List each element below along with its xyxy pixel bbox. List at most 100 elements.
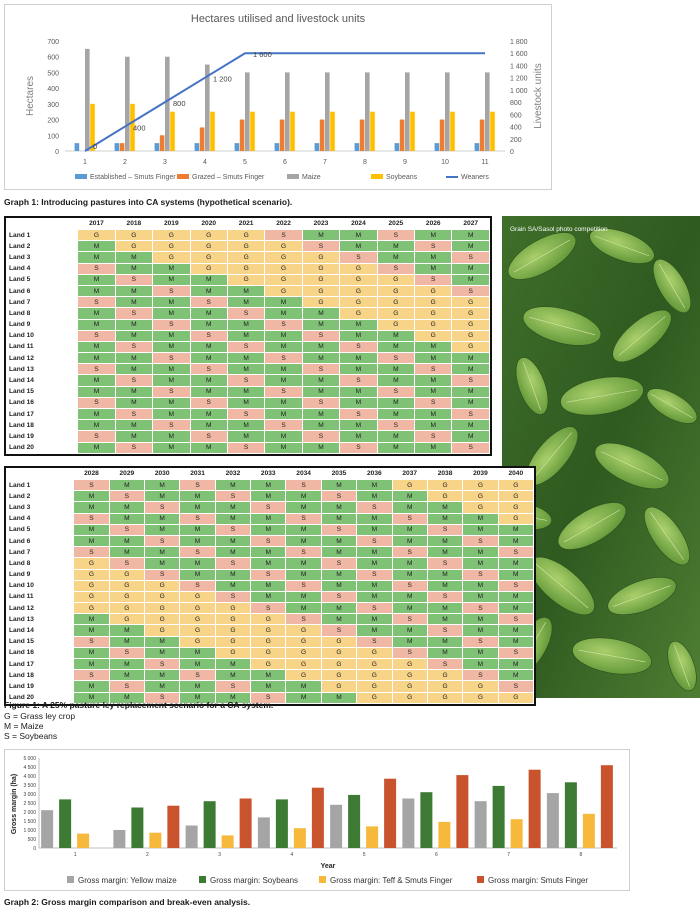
crop-cell: S xyxy=(356,534,393,548)
crop-cell: S xyxy=(356,501,393,514)
crop-cell: G xyxy=(214,646,252,660)
crop-cell: M xyxy=(179,534,216,548)
leaf-vein xyxy=(532,432,572,480)
crop-cell: M xyxy=(414,262,453,275)
crop-cell: M xyxy=(376,340,416,354)
year-header: 2036 xyxy=(356,468,393,480)
crop-cell: G xyxy=(391,680,428,693)
crop-cell: G xyxy=(414,307,453,320)
crop-cell: G xyxy=(285,669,322,682)
crop-cell: G xyxy=(391,669,428,682)
crop-cell: M xyxy=(152,407,191,421)
table-row: Land 19 S M M S M M S M M S M xyxy=(5,430,490,443)
crop-cell: M xyxy=(250,512,287,525)
graph1-frame: Hectares utilised and livestock units 0 10… xyxy=(4,4,552,190)
land-label: Land 19 xyxy=(5,430,79,443)
crop-cell: M xyxy=(285,557,322,570)
year-header: 2024 xyxy=(339,218,378,230)
figure1-caption: Figure 1: A 25% pasture ley replacement … xyxy=(4,700,274,710)
crop-cell: G xyxy=(179,590,216,604)
year-header: 2023 xyxy=(302,218,340,230)
crop-cell: M xyxy=(250,557,287,570)
crop-cell: M xyxy=(77,284,116,298)
crop-cell: G xyxy=(497,512,535,525)
crop-cell: M xyxy=(376,396,416,410)
crop-cell: M xyxy=(108,635,146,648)
graph1-bar xyxy=(365,72,370,151)
crop-cell: M xyxy=(152,396,191,410)
graph2-bar xyxy=(600,765,613,848)
crop-cell: G xyxy=(108,613,146,626)
crop-cell: M xyxy=(339,352,378,365)
crop-cell: M xyxy=(152,273,191,286)
crop-cell: M xyxy=(189,419,228,432)
crop-cell: S xyxy=(414,273,453,286)
leaf-vein xyxy=(566,389,638,403)
crop-cell: S xyxy=(143,568,181,581)
leaf-vein xyxy=(578,649,646,663)
crop-cell: M xyxy=(143,680,181,693)
graph2-legend-label: Gross margin: Teff & Smuts Finger xyxy=(330,876,453,885)
crop-cell: G xyxy=(426,478,464,492)
crop-cell: G xyxy=(356,669,393,682)
crop-cell: M xyxy=(264,363,303,376)
crop-cell: M xyxy=(264,307,303,320)
crop-cell: M xyxy=(285,691,322,704)
crop-cell: G xyxy=(189,262,228,275)
graph1-bar xyxy=(354,143,360,151)
land-label: Land 10 xyxy=(5,579,75,592)
crop-cell: S xyxy=(73,669,110,682)
table-corner xyxy=(6,218,78,230)
year-header: 2029 xyxy=(109,468,145,480)
graph1-ytick: 100 xyxy=(47,133,59,140)
crop-cell: M xyxy=(77,419,116,432)
crop-cell: M xyxy=(143,523,181,536)
graph2-ytick: 1 000 xyxy=(23,828,36,834)
crop-cell: M xyxy=(179,523,216,536)
year-header: 2017 xyxy=(77,218,116,230)
crop-cell: M xyxy=(73,691,110,704)
land-label: Land 18 xyxy=(5,419,79,432)
crop-cell: M xyxy=(143,557,181,570)
crop-cell: G xyxy=(214,613,252,626)
crop-cell: M xyxy=(73,624,110,637)
graph2-bar xyxy=(456,775,469,848)
crop-cell: M xyxy=(285,590,322,604)
graph2-xtick: 6 xyxy=(435,852,438,858)
year-header: 2035 xyxy=(321,468,357,480)
crop-cell: S xyxy=(77,296,116,309)
crop-cell: M xyxy=(497,602,535,615)
crop-cell: M xyxy=(451,430,490,443)
graph2-bar xyxy=(239,798,252,848)
crop-cell: S xyxy=(462,534,499,548)
crop-cell: M xyxy=(497,534,535,548)
graph2-frame: 0 500 1 000 1 500 2 000 2 500 3 000 3 500 4 000 4… xyxy=(4,749,630,891)
graph1-bar xyxy=(165,56,170,151)
crop-cell: M xyxy=(376,430,416,443)
crop-cell: M xyxy=(77,407,116,421)
crop-cell: M xyxy=(214,691,252,704)
graph1-bar xyxy=(290,111,295,151)
crop-cell: M xyxy=(73,680,110,693)
crop-cell: M xyxy=(391,523,428,536)
crop-cell: S xyxy=(391,579,428,592)
crop-cell: G xyxy=(497,490,535,503)
crop-cell: S xyxy=(250,602,287,615)
crop-cell: S xyxy=(301,396,341,410)
crop-cell: G xyxy=(301,296,341,309)
year-header: 2039 xyxy=(462,468,499,480)
graph1-xtick: 1 xyxy=(83,159,87,166)
graph1-legend-label: Grazed – Smuts Finger xyxy=(192,174,265,181)
crop-cell: S xyxy=(214,680,252,693)
crop-cell: M xyxy=(264,340,303,354)
crop-cell: S xyxy=(264,385,303,398)
graph1-bar xyxy=(170,111,175,151)
crop-cell: G xyxy=(356,691,393,704)
graph2-ytick: 2 000 xyxy=(23,810,36,816)
crop-cell: G xyxy=(214,635,252,648)
crop-cell: M xyxy=(152,430,191,443)
crop-cell: M xyxy=(114,396,154,410)
crop-cell: G xyxy=(77,228,116,242)
